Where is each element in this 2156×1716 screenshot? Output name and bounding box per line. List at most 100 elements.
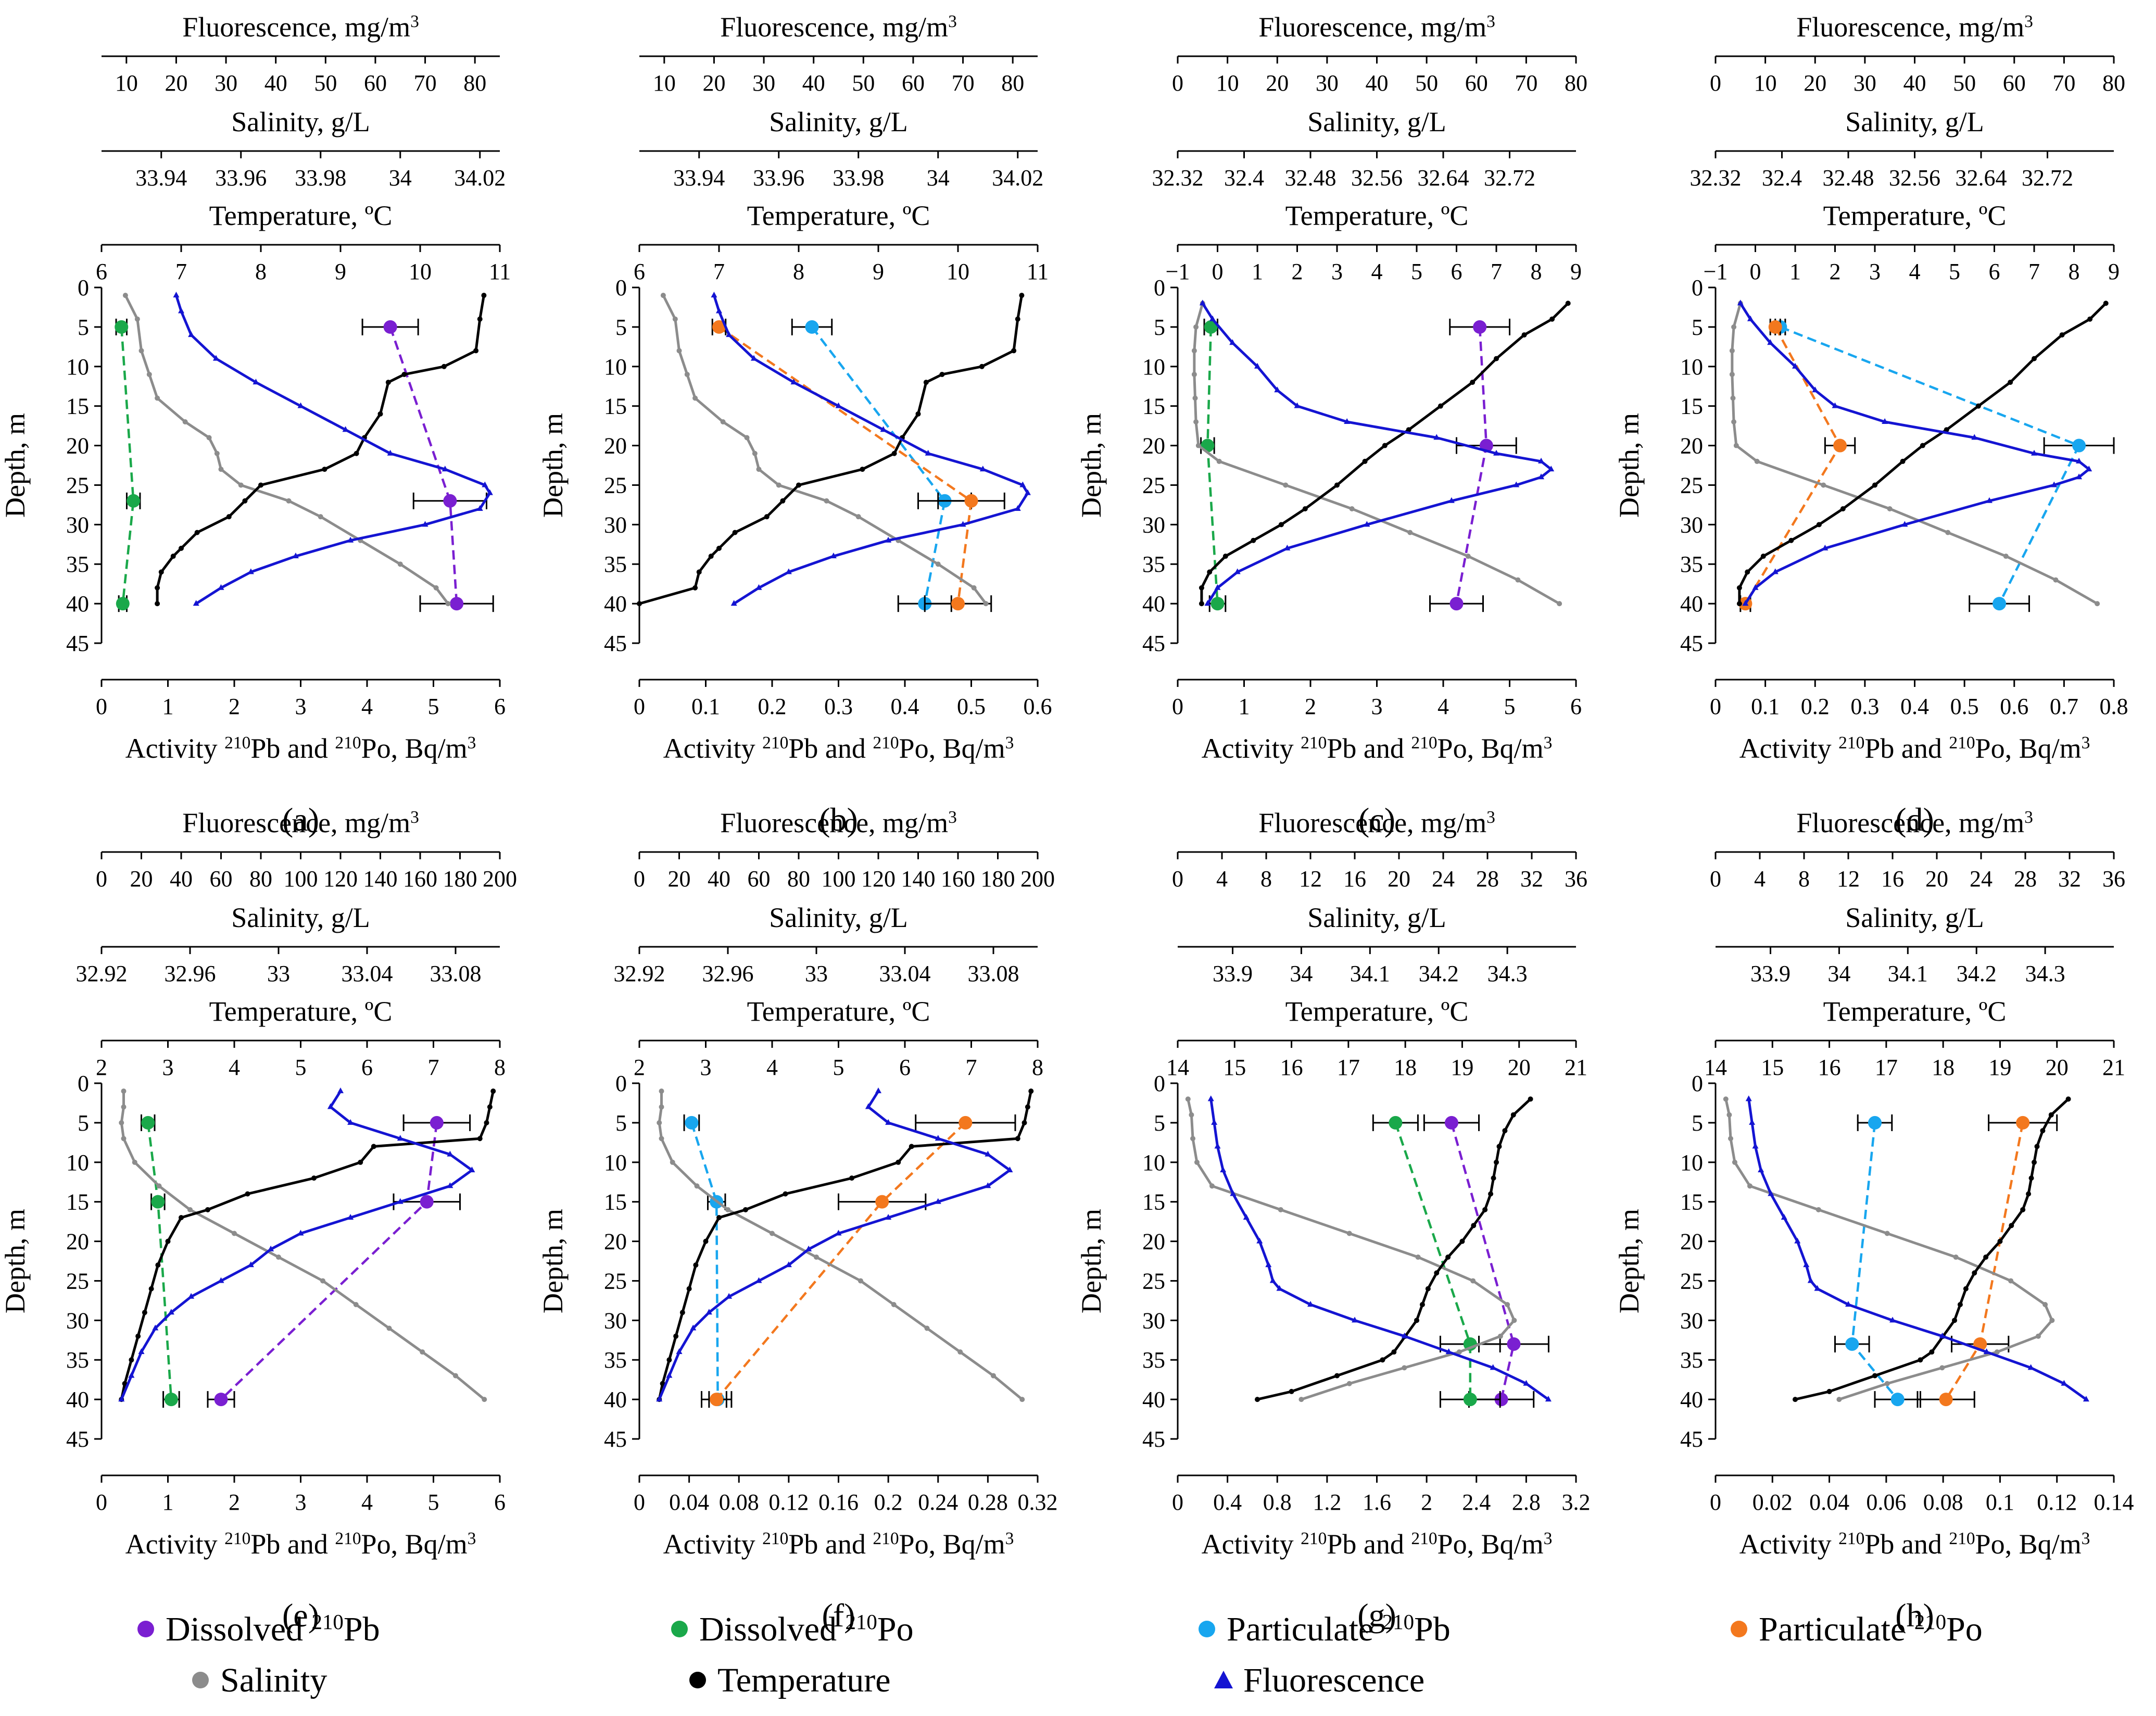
activity-tick-label: 4 <box>361 694 373 719</box>
fluorescence-point <box>835 1230 842 1236</box>
depth-tick-label: 40 <box>66 1387 89 1412</box>
top-tick-label: 6 <box>899 1055 911 1080</box>
series-temperature <box>1793 1096 2071 1402</box>
series-fluorescence <box>173 292 493 606</box>
temperature-point <box>909 1144 914 1149</box>
temperature-point <box>1028 1088 1034 1094</box>
salinity-point <box>119 1120 124 1125</box>
fluorescence-point <box>218 1277 224 1283</box>
temperature-point <box>371 1144 376 1149</box>
top-tick-label: 30 <box>1854 70 1876 96</box>
fluorescence-point <box>730 600 737 606</box>
top-tick-label: 200 <box>1020 866 1055 892</box>
depth-tick-label: 30 <box>66 512 89 537</box>
salinity-point <box>1191 348 1197 354</box>
panel-g: Fluorescence, mg/m30 4 8 12 16 20 24 28 32 36Sali… <box>1076 807 1591 1634</box>
fluorescence-point <box>247 568 254 574</box>
profile-line <box>658 1091 1032 1400</box>
top-tick-label: 32.92 <box>614 961 665 986</box>
top-tick-label: 19 <box>1988 1055 2011 1080</box>
temperature-point <box>441 364 447 369</box>
legend-item: Particulate 210Po <box>1731 1610 1983 1649</box>
profile-line <box>658 1090 1011 1400</box>
top-tick-label: 40 <box>802 70 825 96</box>
salinity-point <box>218 467 224 472</box>
top-tick-label: 18 <box>1394 1055 1417 1080</box>
depth-tick-label: 35 <box>1142 552 1165 577</box>
top-axis-label: Temperature, ºC <box>747 200 930 231</box>
top-tick-label: 70 <box>414 70 437 96</box>
temperature-point <box>1482 1207 1488 1212</box>
fluorescence-point <box>342 426 349 432</box>
top-tick-label: 32.48 <box>1823 165 1874 191</box>
temperature-point <box>860 467 865 472</box>
salinity-point <box>1346 1231 1352 1236</box>
fluorescence-point <box>755 584 762 590</box>
depth-tick-label: 30 <box>66 1308 89 1333</box>
depth-axis-label: Depth, m <box>537 413 569 518</box>
temperature-point <box>242 498 248 504</box>
legend-item: Dissolved 210Pb <box>137 1610 380 1648</box>
temperature-point <box>142 1310 147 1316</box>
fluorescence-point <box>935 1198 941 1204</box>
top-tick-label: 200 <box>483 866 517 892</box>
activity-point <box>2072 439 2086 453</box>
activity-tick-label: 5 <box>1504 694 1516 719</box>
top-tick-label: 36 <box>2102 866 2125 892</box>
top-tick-label: 12 <box>1299 866 1322 892</box>
series-fluorescence <box>656 1087 1013 1402</box>
top-tick-label: 70 <box>1515 70 1537 96</box>
salinity-point <box>1189 1112 1194 1118</box>
salinity-point <box>1731 324 1737 330</box>
top-tick-label: 33.98 <box>833 165 884 191</box>
top-tick-label: 5 <box>1949 259 1960 284</box>
legend-item: Fluorescence <box>1214 1661 1424 1699</box>
activity-tick-label: 0.6 <box>2000 694 2028 719</box>
fluorescence-point <box>805 1245 812 1251</box>
temperature-point <box>693 1262 699 1268</box>
activity-point <box>1444 1116 1458 1130</box>
legend-label: Particulate 210Po <box>1759 1610 1983 1649</box>
fluorescence-point <box>726 331 733 337</box>
temperature-point <box>1199 585 1204 591</box>
depth-axis-label: Depth, m <box>0 1209 31 1313</box>
depth-axis-label: Depth, m <box>1613 413 1645 518</box>
salinity-point <box>1349 506 1355 511</box>
panel-c: Fluorescence, mg/m30 10 20 30 40 50 60 70 80Sali… <box>1076 11 1587 838</box>
fluorescence-point <box>711 292 717 298</box>
panel-label: (a) <box>282 801 319 838</box>
legend-item: Salinity <box>192 1661 327 1699</box>
activity-tick-label: 0 <box>96 694 107 719</box>
salinity-point <box>824 498 829 504</box>
top-tick-label: 32.72 <box>2022 165 2073 191</box>
fluorescence-point <box>985 1182 991 1188</box>
top-tick-label: 20 <box>1266 70 1289 96</box>
activity-axis-label: Activity 210Pb and 210Po, Bq/m3 <box>1739 1529 2090 1560</box>
top-tick-label: 2 <box>96 1055 107 1080</box>
fluorescence-point <box>1812 386 1819 393</box>
depth-tick-label: 10 <box>1680 354 1703 380</box>
panel-h: Fluorescence, mg/m3 0 4 8 12 16 20 24 28 32 36 Sali… <box>1613 807 2134 1634</box>
salinity-point <box>132 1159 137 1165</box>
series-temperature <box>155 293 487 607</box>
profile-line <box>1209 1099 1549 1401</box>
fluorescence-point <box>2076 473 2083 480</box>
activity-tick-label: 3.2 <box>1562 1489 1591 1515</box>
fluorescence-point <box>716 307 722 314</box>
temperature-point <box>2028 1175 2034 1181</box>
top-tick-label: 120 <box>861 866 896 892</box>
salinity-point <box>2053 577 2059 583</box>
top-tick-label: 34.1 <box>1350 961 1390 986</box>
salinity-point <box>420 1349 425 1355</box>
temperature-point <box>1222 554 1228 559</box>
top-tick-label: 50 <box>1415 70 1438 96</box>
activity-tick-label: 0 <box>96 1489 107 1515</box>
depth-tick-label: 20 <box>1680 433 1703 459</box>
top-axis-label: Temperature, ºC <box>1285 200 1469 231</box>
depth-tick-label: 10 <box>604 354 627 380</box>
salinity-point <box>1346 1381 1352 1386</box>
salinity-point <box>776 482 781 488</box>
depth-tick-label: 35 <box>604 1347 627 1373</box>
top-tick-label: 24 <box>1432 866 1455 892</box>
